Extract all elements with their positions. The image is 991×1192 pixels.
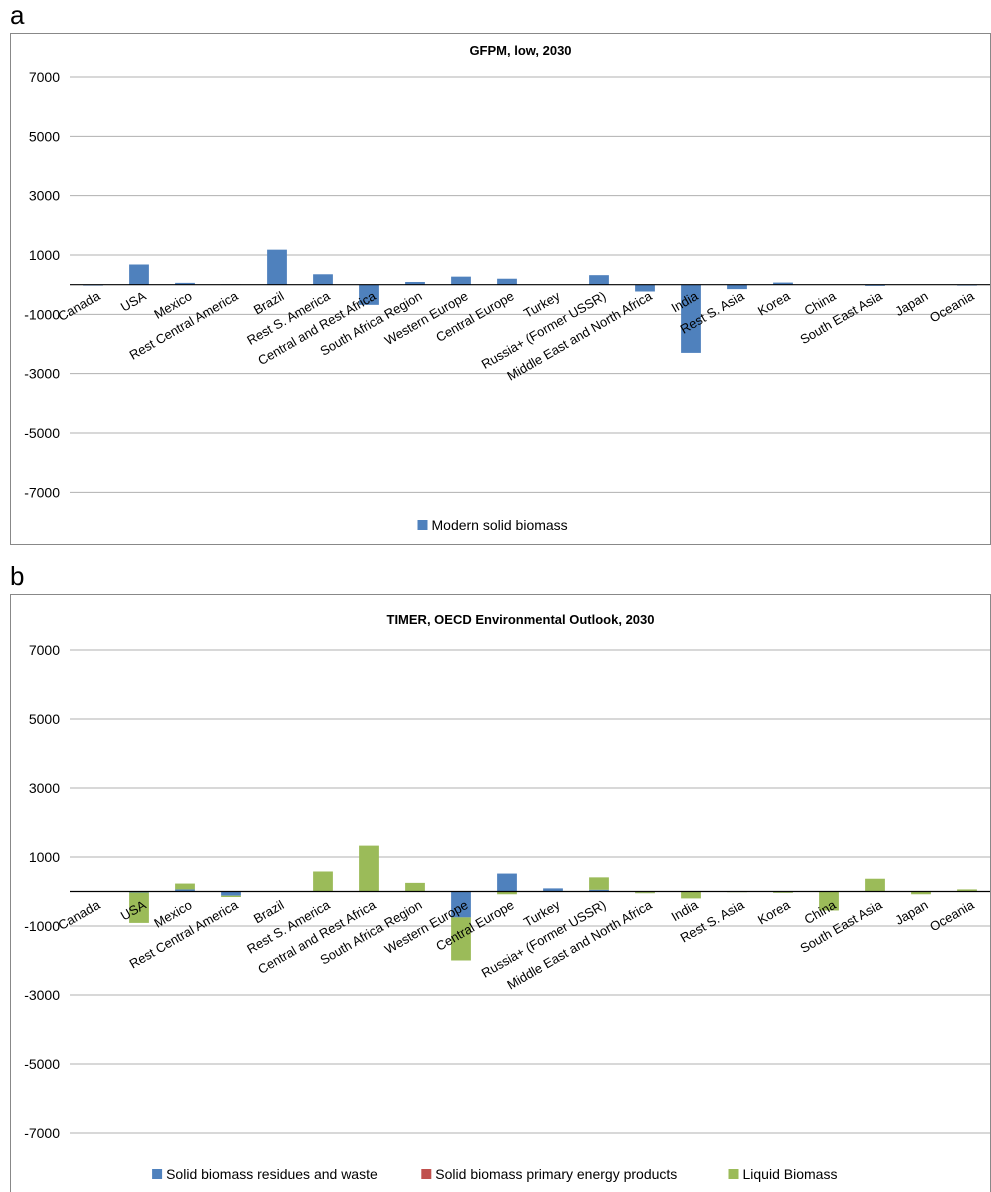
legend-label: Solid biomass residues and waste — [166, 1166, 378, 1182]
bar — [865, 879, 885, 892]
bar — [129, 264, 149, 284]
bar — [313, 274, 333, 284]
x-category-label: Canada — [56, 897, 104, 933]
x-category-label: Central Europe — [433, 897, 516, 954]
y-tick-label: -5000 — [24, 425, 60, 441]
y-tick-label: 5000 — [29, 128, 60, 144]
bar — [773, 892, 793, 893]
legend-swatch — [729, 1169, 739, 1179]
chart-frame — [11, 34, 991, 545]
bar — [313, 871, 333, 891]
legend-label: Liquid Biomass — [743, 1166, 838, 1182]
panel-b-letter: b — [10, 563, 24, 589]
bar — [359, 846, 379, 892]
bar — [589, 275, 609, 284]
y-tick-label: -3000 — [24, 366, 60, 382]
y-tick-label: -7000 — [24, 1125, 60, 1141]
bar — [405, 883, 425, 892]
bar — [635, 892, 655, 893]
x-category-label: Canada — [56, 288, 104, 324]
y-tick-label: -1000 — [24, 306, 60, 322]
chart-title: TIMER, OECD Environmental Outlook, 2030 — [387, 612, 655, 627]
y-tick-label: 7000 — [29, 642, 60, 658]
y-tick-label: 1000 — [29, 247, 60, 263]
y-tick-label: -5000 — [24, 1056, 60, 1072]
y-tick-label: 1000 — [29, 849, 60, 865]
y-tick-label: 7000 — [29, 69, 60, 85]
chart-a: GFPM, low, 2030 7000 5000 3000 1000 -1000 -300… — [0, 33, 991, 545]
legend-swatch — [418, 520, 428, 530]
x-category-label: Oceania — [927, 897, 977, 935]
x-category-label: Central Europe — [433, 288, 516, 345]
x-category-label: Oceania — [927, 288, 977, 326]
bar — [175, 884, 195, 890]
bar — [589, 877, 609, 889]
chart-b: TIMER, OECD Environmental Outlook, 2030 7… — [0, 594, 991, 1192]
x-category-label: India — [669, 897, 702, 924]
legend-label: Solid biomass primary energy products — [435, 1166, 677, 1182]
x-category-label: USA — [118, 288, 149, 315]
bar — [497, 874, 517, 892]
chart-title: GFPM, low, 2030 — [469, 43, 571, 58]
y-tick-label: -7000 — [24, 484, 60, 500]
x-category-label: Japan — [892, 897, 930, 928]
bar — [497, 279, 517, 285]
bar — [221, 896, 241, 897]
panel-a-letter: a — [10, 2, 24, 28]
bar — [451, 277, 471, 285]
bar — [267, 250, 287, 285]
legend-swatch — [152, 1169, 162, 1179]
y-tick-label: -3000 — [24, 987, 60, 1003]
bar — [221, 892, 241, 896]
legend-label: Modern solid biomass — [432, 517, 568, 533]
y-tick-label: 3000 — [29, 780, 60, 796]
x-category-label: South East Asia — [798, 288, 886, 347]
legend-swatch — [421, 1169, 431, 1179]
y-tick-label: 3000 — [29, 188, 60, 204]
x-category-label: Korea — [755, 897, 793, 928]
y-tick-label: 5000 — [29, 711, 60, 727]
